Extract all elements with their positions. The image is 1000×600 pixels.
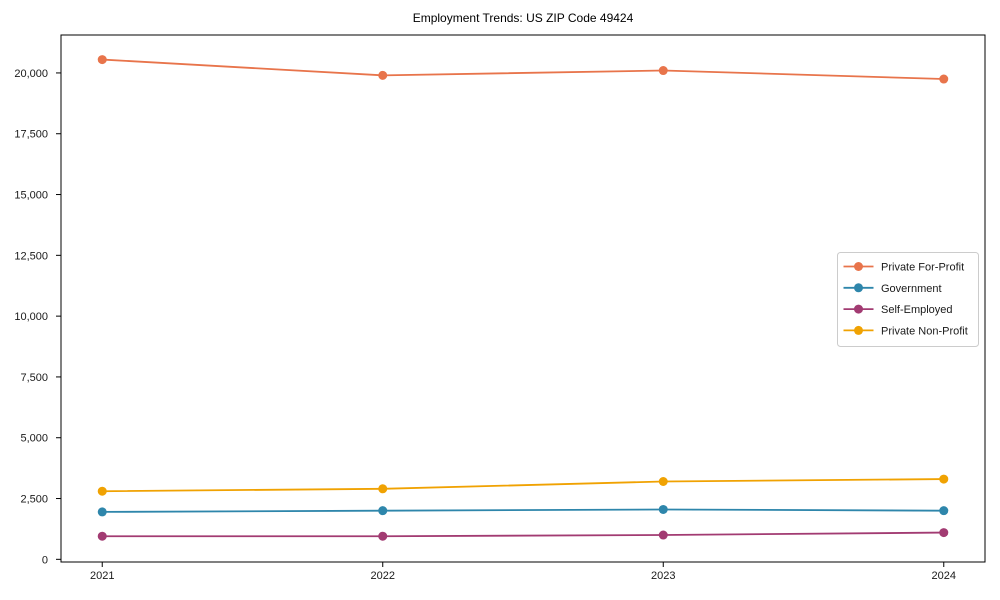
legend-marker-icon	[854, 262, 863, 271]
data-point-private-for-profit	[97, 55, 107, 65]
data-point-private-non-profit	[939, 474, 949, 484]
data-point-private-non-profit	[97, 486, 107, 496]
y-tick-label: 0	[42, 554, 48, 566]
chart-title: Employment Trends: US ZIP Code 49424	[413, 11, 634, 25]
legend-marker-icon	[854, 325, 863, 335]
legend-entry: Private For-Profit	[843, 262, 964, 274]
y-tick-label: 10,000	[14, 311, 48, 323]
data-point-government	[378, 506, 388, 516]
x-tick-label: 2024	[932, 570, 956, 582]
data-point-self-employed	[378, 531, 388, 541]
legend-entry: Self-Employed	[843, 304, 953, 316]
data-point-private-for-profit	[939, 74, 949, 84]
y-tick-label: 12,500	[14, 250, 48, 262]
y-tick-label: 7,500	[20, 372, 48, 384]
y-tick-label: 17,500	[14, 129, 48, 141]
legend-label: Government	[881, 283, 942, 295]
y-tick-label: 5,000	[20, 433, 48, 445]
y-tick-label: 15,000	[14, 190, 48, 202]
series-line-private-non-profit	[101, 478, 945, 493]
data-point-government	[658, 504, 668, 514]
x-tick-label: 2023	[651, 570, 675, 582]
legend-label: Private For-Profit	[881, 262, 964, 274]
legend-entry: Government	[843, 283, 942, 295]
legend-label: Private Non-Profit	[881, 325, 968, 337]
data-point-private-non-profit	[658, 477, 668, 487]
y-tick-label: 20,000	[14, 68, 48, 80]
data-point-private-for-profit	[658, 66, 668, 76]
data-point-government	[97, 507, 107, 517]
x-tick-label: 2022	[371, 570, 395, 582]
data-point-self-employed	[658, 530, 668, 540]
legend-box	[837, 252, 979, 347]
legend-label: Self-Employed	[881, 304, 953, 316]
x-tick-label: 2021	[90, 570, 114, 582]
legend-marker-icon	[854, 304, 863, 314]
data-point-self-employed	[97, 531, 107, 541]
data-point-private-non-profit	[378, 484, 388, 494]
series-line-private-for-profit	[101, 58, 945, 80]
y-tick-label: 2,500	[20, 494, 48, 506]
data-point-self-employed	[939, 528, 949, 538]
series-line-self-employed	[101, 531, 945, 538]
axes-frame	[60, 34, 986, 563]
legend: Private For-Profit Government Self-Employe…	[837, 252, 979, 347]
series-line-government	[101, 508, 945, 513]
plot-area: 0 2,500 5,000 7,500 10,000 12,500 15,000 17,500…	[14, 34, 986, 582]
data-point-private-for-profit	[378, 70, 388, 80]
legend-marker-icon	[854, 283, 863, 293]
data-point-government	[939, 506, 949, 516]
legend-entry: Private Non-Profit	[843, 325, 968, 337]
